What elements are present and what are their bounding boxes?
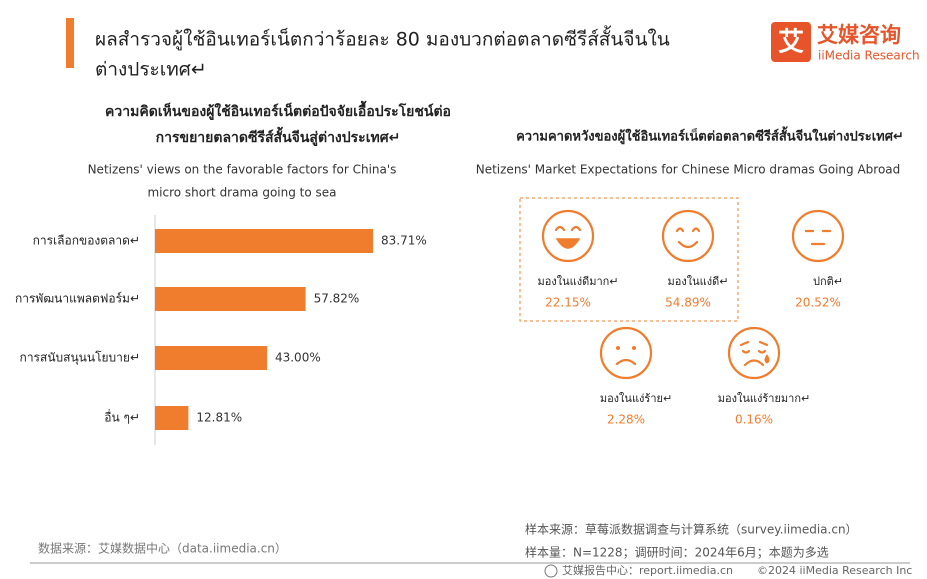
face-feature [764,354,770,364]
bar [155,406,189,430]
chart-subtitle: micro short drama going to sea [147,186,336,200]
source: 数据来源：艾媒数据中心（data.iimedia.cn） [38,541,287,556]
title-accent [66,18,74,68]
emoji-face [791,209,845,263]
face-feature [555,238,581,249]
sample-size: 样本量：N=1228；调研时间：2024年6月；本题为多选 [525,545,829,560]
face-outline [661,209,715,263]
emoji-face [541,209,595,263]
bar [155,229,373,253]
face-feature [675,227,701,249]
value-label: 83.71% [381,234,427,248]
positive-box [519,197,739,322]
value-label: 57.82% [314,292,360,306]
face-outline [599,326,653,380]
category-label: การสนับสนุนนโยบาย↵ [20,351,140,366]
value-label: 54.89% [665,296,711,310]
category-label: ปกติ↵ [813,275,843,288]
face-feature [615,358,637,366]
logo-icon: 艾 [778,28,804,58]
chart-title: ความคิดเห็นของผู้ใช้อินเทอร์เน็ตต่อปัจจั… [105,100,451,120]
emoji-face [727,326,781,380]
logo-name: 艾媒咨询 [817,23,901,47]
category-label: มองในแง่ดี↵ [668,275,729,288]
bar [155,346,267,370]
value-label: 20.52% [795,296,841,310]
face-feature [616,346,620,350]
chart-title: ความคาดหวังของผู้ใช้อินเทอร์เน็ตต่อตลาดซ… [516,126,904,145]
logo-en: iiMedia Research [818,49,920,63]
logo-icon-bg [771,22,811,62]
chart-subtitle: Netizens' Market Expectations for Chines… [476,163,901,177]
copyright: ©2024 iiMedia Research Inc [757,564,912,577]
value-label: 43.00% [275,351,321,365]
face-outline [791,209,845,263]
chart-title: การขยายตลาดซีรีส์สั้นจีนสู่ต่างประเทศ↵ [156,126,401,146]
footer-icon [544,564,558,578]
face-feature [804,229,832,246]
face-feature [632,346,636,350]
category-label: มองในแง่ดีมาก↵ [537,275,618,288]
emoji-face [599,326,653,380]
category-label: การเลือกของตลาด↵ [33,234,140,248]
category-label: มองในแง่ร้ายมาก↵ [718,392,810,405]
report-center: 艾媒报告中心：report.iimedia.cn [562,563,733,577]
sample-source: 样本来源：草莓派数据调查与计算系统（survey.iimedia.cn） [525,522,858,537]
value-label: 22.15% [545,296,591,310]
face-outline [541,209,595,263]
value-label: 12.81% [196,411,242,425]
chart-subtitle: Netizens' views on the favorable factors… [88,163,397,177]
face-outline [727,326,781,380]
value-label: 0.16% [735,413,773,427]
category-label: มองในแง่ร้าย↵ [600,392,672,405]
page-title: ต่างประเทศ↵ [95,59,207,81]
page-title: ผลสำรวจผู้ใช้อินเทอร์เน็ตกว่าร้อยละ 80 ม… [95,26,670,51]
bar [155,287,306,311]
value-label: 2.28% [607,413,645,427]
category-label: การพัฒนาแพลตฟอร์ม↵ [15,292,140,306]
emoji-face [661,209,715,263]
category-label: อื่น ๆ↵ [104,409,140,425]
face-feature [739,340,769,367]
face-feature [554,225,582,232]
